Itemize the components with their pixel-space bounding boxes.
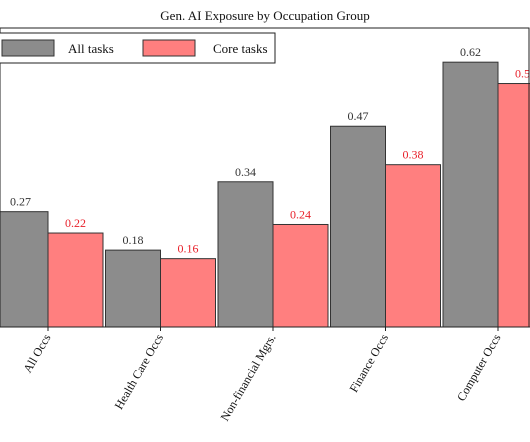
legend-swatch-core-tasks (142, 39, 196, 57)
data-label-core-tasks-4: 0.57 (515, 67, 530, 81)
bar-core-tasks-1 (160, 258, 216, 328)
bar-all-tasks-0 (0, 211, 49, 328)
bar-core-tasks-0 (47, 232, 104, 328)
data-label-core-tasks-0: 0.22 (65, 216, 86, 230)
data-label-all-tasks-0: 0.27 (10, 195, 31, 209)
bar-all-tasks-4 (442, 61, 499, 328)
data-label-all-tasks-1: 0.18 (123, 233, 144, 247)
bar-all-tasks-1 (105, 249, 161, 328)
bar-core-tasks-3 (385, 164, 441, 328)
bar-core-tasks-4 (497, 83, 530, 328)
bar-all-tasks-2 (217, 181, 274, 328)
legend-label-core-tasks: Core tasks (213, 41, 268, 56)
plot-frame (0, 27, 530, 328)
legend: All tasks Core tasks (0, 32, 276, 64)
x-tick-label-1: Health Care Occs (112, 331, 167, 412)
plot-area: 0.27 0.18 0.34 0.47 0.62 0.22 0.16 0.24 0.38 0.57… (0, 27, 530, 424)
bar-all-tasks-3 (330, 125, 386, 328)
data-label-all-tasks-4: 0.62 (460, 45, 481, 59)
data-label-core-tasks-3: 0.38 (403, 148, 424, 162)
chart-title: Gen. AI Exposure by Occupation Group (160, 8, 369, 23)
data-label-core-tasks-1: 0.16 (178, 242, 199, 256)
x-tick-label-0: All Occs (20, 331, 53, 375)
data-label-all-tasks-3: 0.47 (348, 109, 369, 123)
x-tick-label-2: Non-financial Mgrs. (217, 332, 278, 424)
legend-label-all-tasks: All tasks (68, 41, 114, 56)
data-label-core-tasks-2: 0.24 (290, 207, 311, 221)
legend-swatch-all-tasks (1, 39, 55, 57)
bar-core-tasks-2 (272, 223, 329, 328)
x-tick-label-4: Computer Occs (454, 331, 504, 403)
data-label-all-tasks-2: 0.34 (235, 165, 256, 179)
x-tick-label-3: Finance Occs (346, 331, 391, 395)
